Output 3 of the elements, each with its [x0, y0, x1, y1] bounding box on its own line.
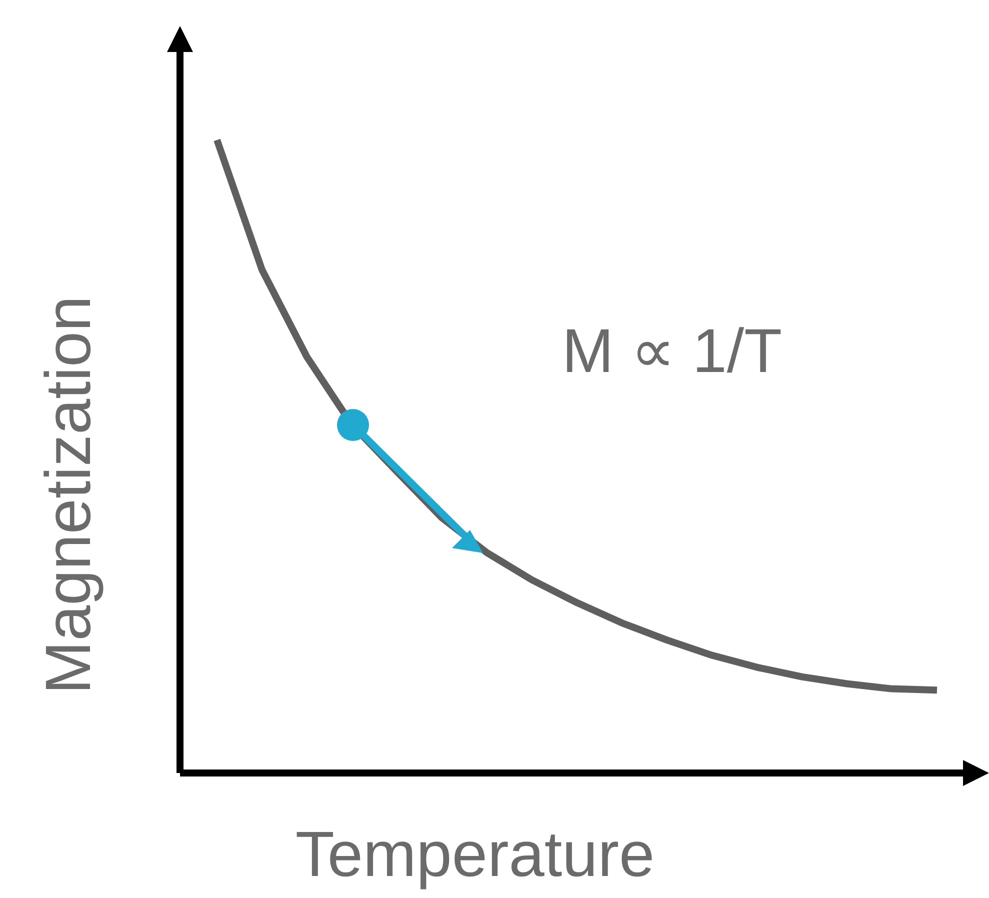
y-axis-title: Magnetization — [32, 296, 104, 694]
annotation: M ∝ 1/T — [562, 317, 782, 386]
x-axis-title: Temperature — [295, 818, 655, 890]
